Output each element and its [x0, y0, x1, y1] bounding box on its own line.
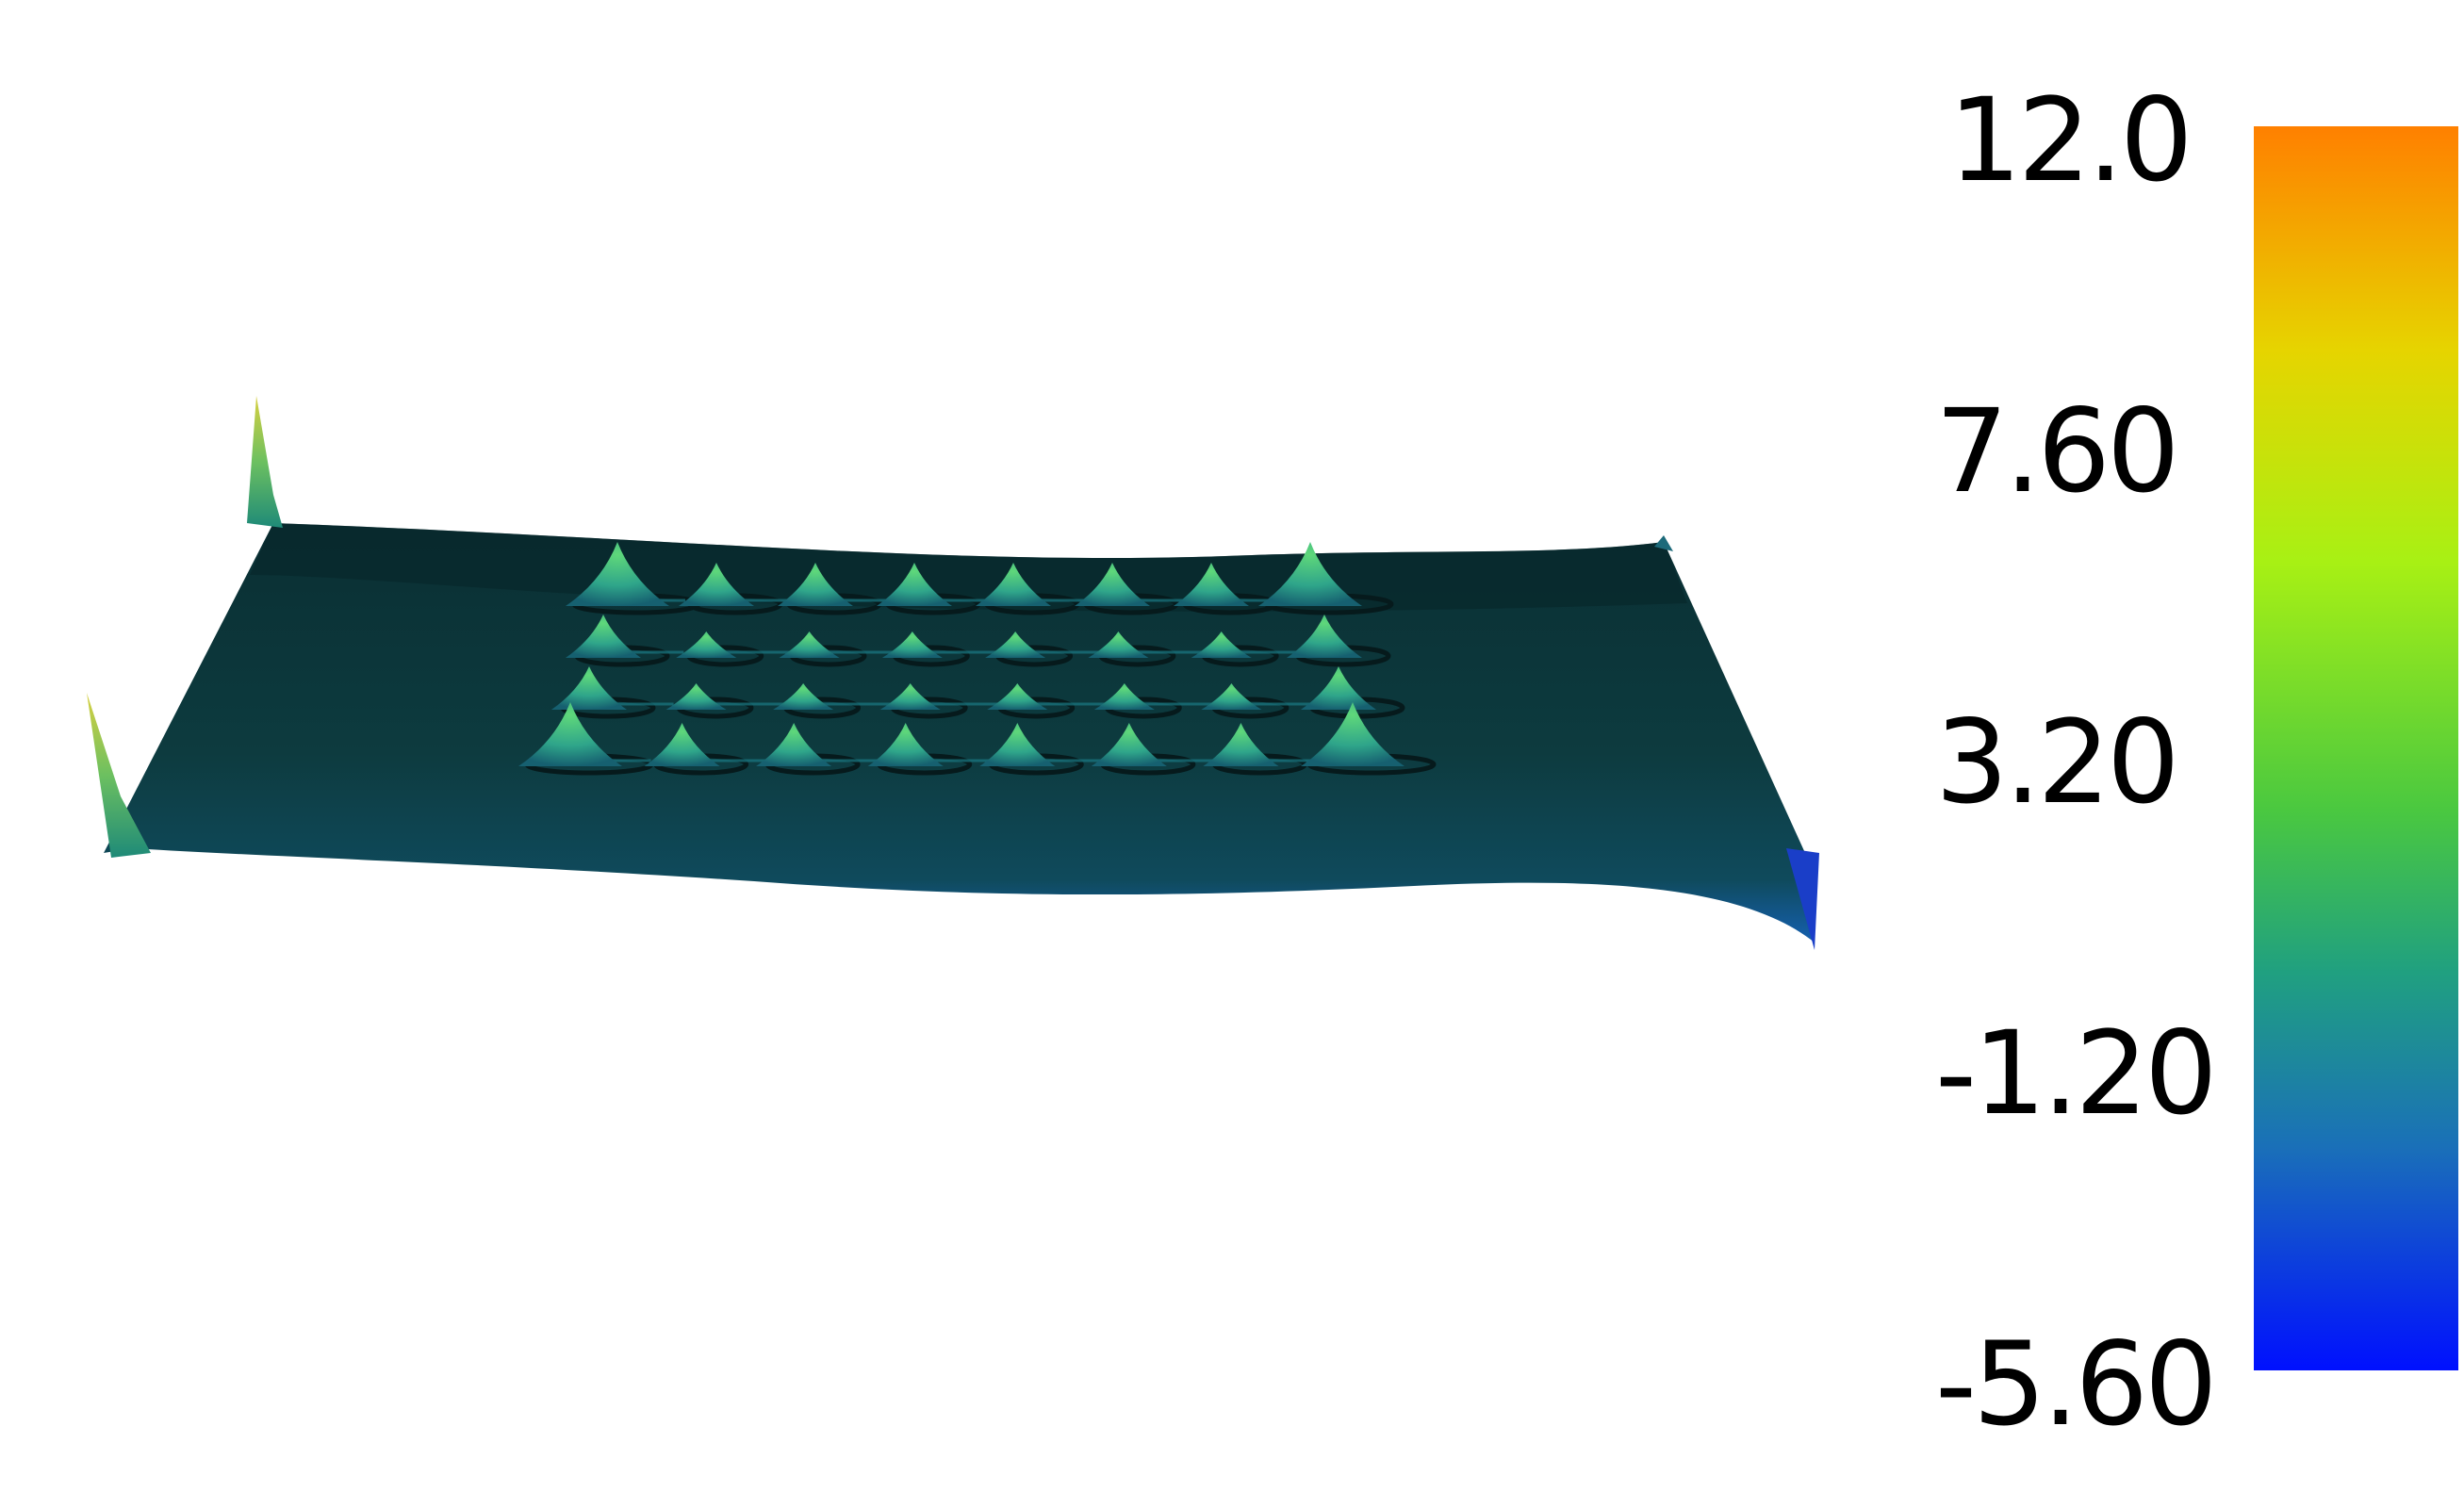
corner-spike-front-left: [87, 693, 151, 858]
peak: [877, 563, 952, 606]
peak: [987, 683, 1048, 710]
peak: [1287, 615, 1362, 658]
peak: [881, 631, 943, 658]
peak: [779, 631, 840, 658]
peak-grid: [518, 542, 1437, 776]
peak: [879, 683, 941, 710]
corner-spike-back-left: [247, 396, 283, 528]
surface-plate: [104, 523, 1815, 942]
scalar-bar-tick-4: -1.20: [1935, 1007, 2218, 1140]
peak: [1301, 702, 1404, 766]
peak: [1174, 563, 1249, 606]
peak: [665, 683, 727, 710]
corner-dip-front-right: [1786, 848, 1819, 950]
scalar-bar-tick-3: 3.20: [1935, 696, 2180, 829]
scalar-bar-tick-min: -5.60: [1935, 1318, 2218, 1451]
peak: [976, 563, 1051, 606]
peak: [867, 723, 944, 766]
peak: [1301, 666, 1376, 710]
peak: [676, 631, 737, 658]
scalar-bar-tick-max: 12.0: [1948, 74, 2193, 207]
peak: [566, 615, 641, 658]
peak: [1075, 563, 1150, 606]
peak: [1203, 723, 1279, 766]
peak: [518, 702, 622, 766]
peak: [979, 723, 1056, 766]
peak: [1088, 631, 1149, 658]
peak: [756, 723, 832, 766]
peak: [679, 563, 754, 606]
peak: [773, 683, 834, 710]
peak: [985, 631, 1046, 658]
peak: [1191, 631, 1252, 658]
peak: [1258, 542, 1362, 606]
peak: [644, 723, 720, 766]
scalar-bar: [2254, 126, 2458, 1370]
peak: [1201, 683, 1262, 710]
peak: [566, 542, 669, 606]
peak: [778, 563, 853, 606]
scalar-bar-tick-2: 7.60: [1935, 385, 2180, 518]
peak: [551, 666, 627, 710]
peak: [1093, 683, 1155, 710]
corner-rise-back-right: [1654, 535, 1673, 551]
peak: [1091, 723, 1167, 766]
